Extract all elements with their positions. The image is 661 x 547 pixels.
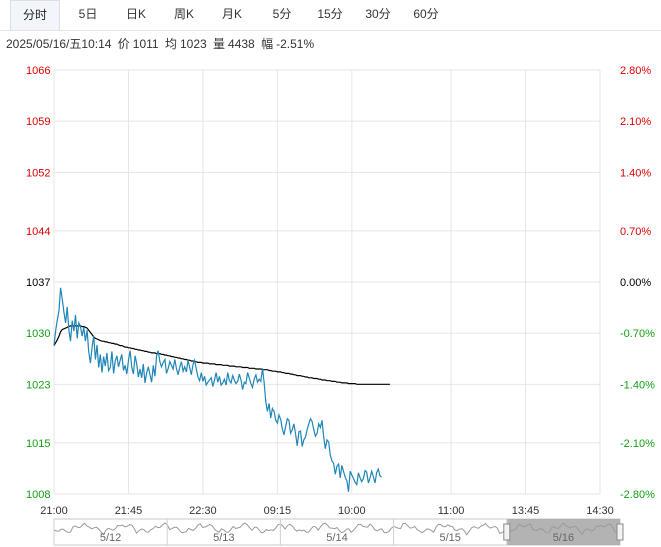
pct-tick-label: -0.70% [620, 328, 655, 340]
navigator-day-label: 5/16 [553, 532, 574, 544]
tab-5-min[interactable]: 5分 [272, 7, 292, 21]
quote-info-bar: 2025/05/16/五10:14 价 1011 均 1023 量 4438 幅 -2.… [6, 35, 317, 52]
y-tick-label: 1059 [26, 116, 50, 128]
percent-axis: 2.80% 2.10% 1.40% 0.70% 0.00% -0.70% -1.40% -2.… [620, 65, 655, 501]
tab-15-min[interactable]: 15分 [317, 7, 343, 21]
tab-monthly-k[interactable]: 月K [221, 7, 242, 21]
price-line [53, 287, 382, 492]
time-axis: 21:00 21:45 22:30 09:15 10:00 11:00 13:45 14:30 [40, 505, 614, 517]
pct-tick-label: 0.70% [620, 226, 651, 238]
volume-label: 量 [213, 37, 226, 51]
period-tab-bar: 分时 5日 日K 周K 月K 5分 15分 30分 60分 [0, 0, 661, 31]
x-tick-label: 21:45 [115, 505, 143, 517]
y-tick-label: 1023 [26, 379, 50, 391]
avg-label: 均 [164, 37, 177, 51]
navigator-day-label: 5/14 [326, 532, 347, 544]
x-tick-label: 22:30 [189, 505, 217, 517]
volume-value: 4438 [228, 37, 255, 51]
navigator-sparkline [53, 522, 621, 536]
price-value: 1011 [132, 37, 159, 51]
y-tick-label: 1015 [26, 438, 50, 450]
price-axis: 1066 1059 1052 1044 1037 1030 1023 1015 1008 [26, 65, 50, 501]
x-tick-label: 11:00 [438, 505, 465, 517]
pct-tick-label: 0.00% [620, 277, 651, 289]
tab-30-min[interactable]: 30分 [365, 7, 391, 21]
y-tick-label: 1066 [26, 65, 50, 77]
y-tick-label: 1044 [26, 226, 50, 238]
average-price-line [53, 325, 390, 385]
navigator-day-label: 5/13 [213, 532, 234, 544]
pct-tick-label: -2.10% [620, 438, 655, 450]
y-tick-label: 1052 [26, 167, 50, 179]
tab-daily-k[interactable]: 日K [125, 7, 146, 21]
price-label: 价 [117, 37, 130, 51]
x-tick-label: 14:30 [586, 505, 614, 517]
range-navigator[interactable]: 5/12 5/13 5/14 5/15 5/16 [53, 518, 624, 546]
tab-intraday[interactable]: 分时 [10, 0, 60, 30]
navigator-handle-right [616, 523, 624, 541]
navigator-day-label: 5/15 [439, 532, 460, 544]
change-label: 幅 [261, 37, 274, 51]
x-tick-label: 09:15 [264, 505, 292, 517]
tab-5-day[interactable]: 5日 [78, 7, 98, 21]
pct-tick-label: 2.80% [620, 65, 651, 77]
pct-tick-label: 2.10% [620, 116, 651, 128]
y-tick-label: 1008 [26, 489, 50, 501]
y-tick-label: 1037 [26, 277, 50, 289]
x-tick-label: 13:45 [512, 505, 540, 517]
navigator-day-label: 5/12 [100, 532, 121, 544]
avg-value: 1023 [179, 37, 207, 51]
quote-datetime: 2025/05/16/五10:14 [6, 37, 112, 51]
chart-grid [53, 69, 601, 495]
x-tick-label: 10:00 [338, 505, 366, 517]
pct-tick-label: -1.40% [620, 379, 655, 391]
y-tick-label: 1030 [26, 328, 50, 340]
pct-tick-label: 1.40% [620, 167, 651, 179]
tab-weekly-k[interactable]: 周K [173, 7, 194, 21]
x-tick-label: 21:00 [40, 505, 68, 517]
change-value: -2.51% [276, 37, 315, 51]
navigator-handle-left [503, 523, 511, 541]
pct-tick-label: -2.80% [620, 489, 655, 501]
tab-60-min[interactable]: 60分 [413, 7, 439, 21]
